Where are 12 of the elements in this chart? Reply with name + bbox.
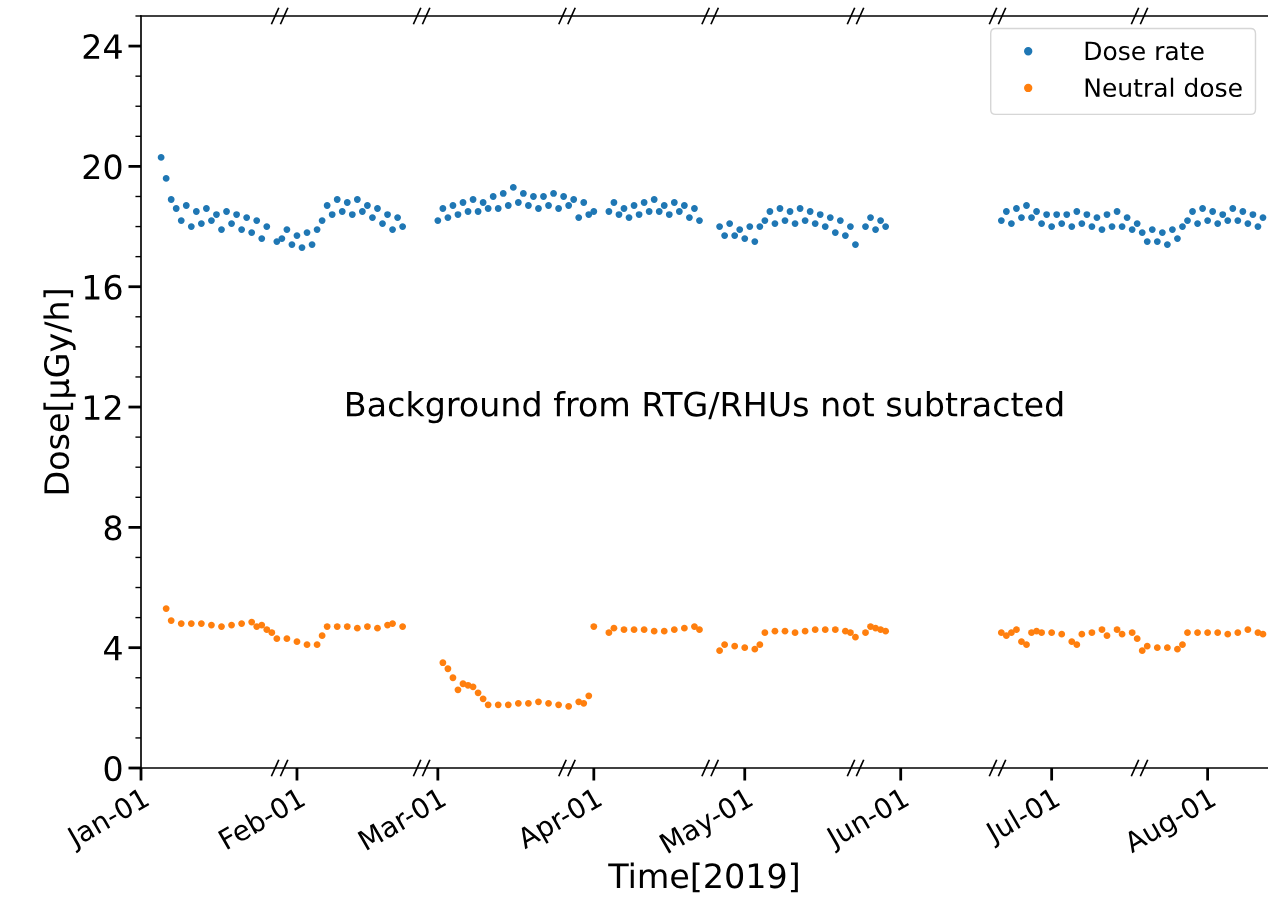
y-tick-label: 20 xyxy=(83,154,122,180)
y-tick-label: 16 xyxy=(84,274,122,300)
y-tick-label: 24 xyxy=(83,34,122,59)
annotation: Background from RTG/RHUs not subtracted xyxy=(347,390,1063,424)
y-tick-label: 12 xyxy=(84,394,121,420)
x-axis-title: Time[2019] xyxy=(608,862,798,893)
legend-label: Dose rate xyxy=(1085,41,1204,61)
legend-label: Neutral dose xyxy=(1085,77,1242,98)
y-tick-label: 8 xyxy=(104,515,122,541)
y-axis-title: Dose[μGy/h] xyxy=(43,290,76,494)
y-tick-label: 4 xyxy=(104,636,122,661)
y-tick-label: 0 xyxy=(104,755,122,782)
